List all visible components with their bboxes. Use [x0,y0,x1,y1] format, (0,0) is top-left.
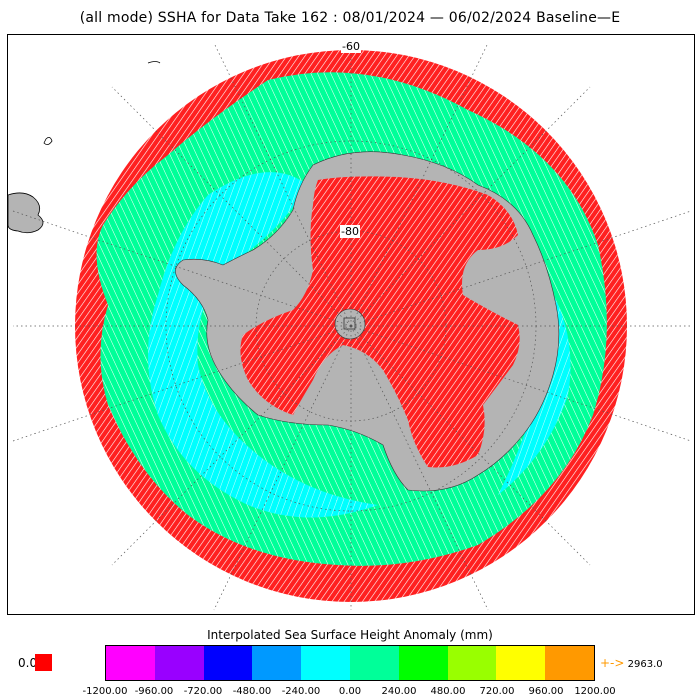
max-value-indicator: +-> 2963.0 [600,656,663,670]
colorbar-swatch [106,646,155,680]
colorbar-swatch [252,646,302,680]
colorbar-tick-label: 720.00 [479,686,515,697]
colorbar-tick-label: 0.00 [338,686,362,697]
colorbar-swatch [349,646,399,680]
colorbar-title: Interpolated Sea Surface Height Anomaly … [207,628,493,642]
colorbar-tick-label: -720.00 [183,686,223,697]
colorbar-tick-label: 240.00 [381,686,417,697]
lat-label-80: -80 [340,225,360,238]
interior-ice-anomaly [240,176,520,468]
polar-map [8,39,692,613]
map-title: (all mode) SSHA for Data Take 162 : 08/0… [79,10,621,26]
colorbar-tick-label: 960.00 [528,686,564,697]
max-arrow-icon: +-> [600,656,625,670]
min-value-label: 0.0 [18,656,38,670]
colorbar-tick-label: -1200.00 [82,686,128,697]
map-frame: -60 -80 [7,34,695,615]
colorbar [105,645,595,681]
colorbar-tick-label: 1200.00 [574,686,616,697]
island-small [43,137,53,145]
colorbar-swatch [545,646,594,680]
colorbar-swatch [154,646,204,680]
min-value-swatch [35,654,52,671]
island-small-2 [147,61,161,64]
colorbar-tick-label: -960.00 [134,686,174,697]
colorbar-swatch [203,646,253,680]
graticule [12,42,692,611]
lat-label-60: -60 [341,40,361,53]
max-value-label: 2963.0 [627,659,663,670]
pole-hole [334,308,366,340]
colorbar-tick-label: -480.00 [232,686,272,697]
colorbar-swatch [398,646,448,680]
inner-ocean-cyan [148,172,378,518]
colorbar-swatch [301,646,350,680]
pole-marker [343,317,356,330]
colorbar-swatch [496,646,546,680]
colorbar-swatch [447,646,497,680]
colorbar-tick-label: 480.00 [430,686,466,697]
colorbar-tick-label: -240.00 [281,686,321,697]
south-america-tip [8,192,44,234]
